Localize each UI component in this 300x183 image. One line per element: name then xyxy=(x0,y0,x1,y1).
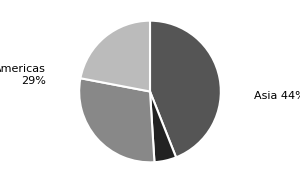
Wedge shape xyxy=(150,21,221,157)
Text: Americas
29%: Americas 29% xyxy=(0,64,46,86)
Wedge shape xyxy=(80,21,150,92)
Wedge shape xyxy=(79,78,154,162)
Text: Asia 44%: Asia 44% xyxy=(254,91,300,101)
Wedge shape xyxy=(150,92,176,162)
